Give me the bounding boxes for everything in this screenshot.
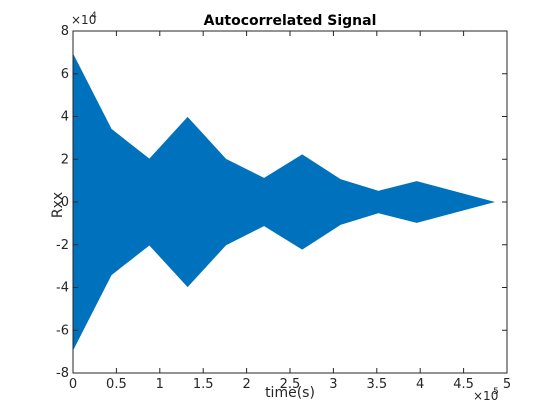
y-ticks: -8 -6 -4 -2 0 2 4 6 8 [56, 24, 507, 381]
chart-title: Autocorrelated Signal [204, 13, 377, 29]
y-tick-label: -4 [56, 281, 69, 296]
x-tick-label: 3.5 [366, 377, 387, 392]
y-tick-label: 0 [61, 195, 69, 210]
x-tick-label: 5 [503, 377, 511, 392]
y-exponent: ×10 4 [71, 11, 97, 27]
x-ticks: 0 0.5 1 1.5 2 2.5 3 3.5 4 4.5 5 [69, 31, 511, 392]
x-tick-label: 4.5 [453, 377, 474, 392]
x-tick-label: 0 [69, 377, 77, 392]
y-tick-label: 6 [61, 67, 69, 82]
y-tick-label: -6 [56, 323, 69, 338]
x-exponent: ×10 5 [473, 387, 499, 403]
x-tick-label: 0.5 [106, 377, 127, 392]
y-exponent-base: ×10 [71, 13, 96, 27]
y-tick-label: -8 [56, 366, 69, 381]
x-exponent-power: 5 [493, 387, 499, 397]
x-axis-label: time(s) [265, 385, 315, 401]
x-tick-label: 3 [329, 377, 337, 392]
x-exponent-base: ×10 [473, 389, 498, 403]
y-axis-label: Rxx [50, 192, 66, 218]
y-tick-label: 4 [61, 110, 69, 125]
y-tick-label: 8 [61, 24, 69, 39]
x-tick-label: 1.5 [193, 377, 214, 392]
signal-envelope-0 [72, 54, 496, 350]
x-tick-label: 2 [242, 377, 250, 392]
y-tick-label: -2 [56, 238, 69, 253]
plot-layer [72, 30, 508, 374]
x-tick-label: 4 [416, 377, 424, 392]
y-tick-label: 2 [61, 152, 69, 167]
y-exponent-power: 4 [91, 11, 97, 21]
x-tick-label: 2.5 [280, 377, 301, 392]
x-tick-label: 1 [156, 377, 164, 392]
